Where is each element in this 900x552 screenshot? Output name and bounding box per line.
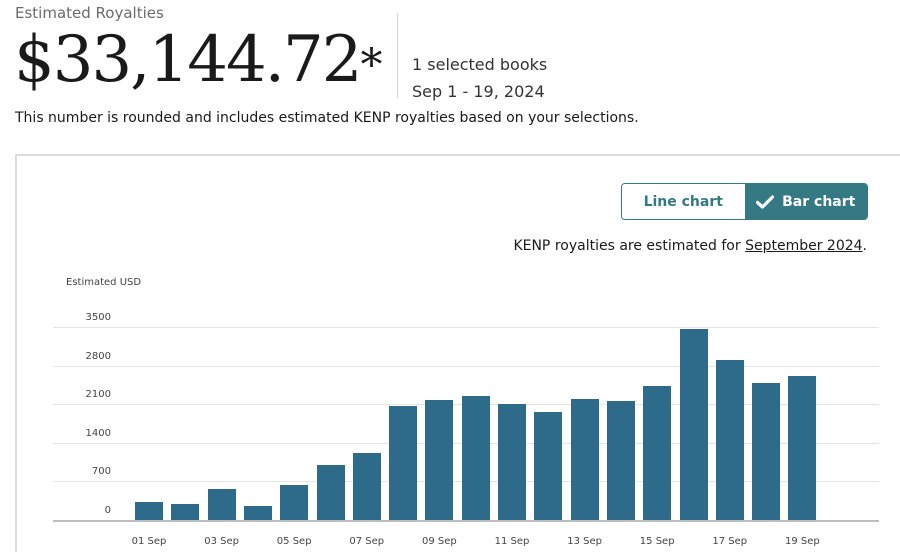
kenp-note-period: .	[862, 238, 867, 254]
bar-18-sep[interactable]	[752, 382, 781, 520]
amount-asterisk: *	[360, 40, 382, 91]
x-tick-label: 05 Sep	[276, 536, 312, 547]
x-tick-label: 17 Sep	[712, 536, 748, 547]
chart-type-toggle: Line chart Bar chart	[621, 183, 868, 220]
x-tick-label: 11 Sep	[494, 536, 530, 547]
x-tick-label: 19 Sep	[785, 536, 820, 547]
y-tick-label: 2100	[85, 389, 111, 401]
y-tick-label: 2800	[85, 350, 111, 362]
line-chart-button[interactable]: Line chart	[622, 184, 745, 219]
royalties-amount: $33,144.72*	[14, 20, 382, 100]
header-divider	[397, 13, 398, 98]
bar-19-sep[interactable]	[788, 376, 817, 520]
x-tick-label: 07 Sep	[349, 536, 385, 547]
checkmark-icon	[756, 194, 775, 209]
y-tick-label: 0	[104, 505, 111, 516]
gridline	[53, 365, 879, 367]
kenp-note-text: KENP royalties are estimated for	[513, 238, 746, 254]
bar-04-sep[interactable]	[243, 505, 272, 520]
bar-05-sep[interactable]	[280, 484, 309, 520]
kenp-note: KENP royalties are estimated for Septemb…	[513, 238, 867, 254]
rounding-note: This number is rounded and includes esti…	[15, 110, 639, 126]
bar-chart-label: Bar chart	[782, 193, 856, 210]
bar-16-sep[interactable]	[679, 328, 708, 520]
bar-02-sep[interactable]	[171, 504, 200, 520]
x-tick-label: 15 Sep	[639, 536, 675, 547]
bar-06-sep[interactable]	[316, 464, 345, 520]
bar-08-sep[interactable]	[389, 405, 418, 520]
bar-12-sep[interactable]	[534, 411, 563, 520]
selection-meta: 1 selected books Sep 1 - 19, 2024	[412, 51, 547, 105]
bar-17-sep[interactable]	[715, 360, 744, 520]
x-tick-label: 01 Sep	[131, 536, 167, 547]
line-chart-label: Line chart	[643, 193, 723, 210]
y-tick-label: 1400	[85, 427, 111, 439]
y-axis-label: Estimated USD	[66, 277, 142, 288]
bar-01-sep[interactable]	[135, 501, 163, 520]
bar-chart-button[interactable]: Bar chart	[744, 184, 867, 219]
bar-15-sep[interactable]	[643, 386, 672, 520]
bar-09-sep[interactable]	[425, 399, 454, 520]
amount-value: $33,144.72	[14, 23, 362, 97]
estimated-royalties-label: Estimated Royalties	[15, 4, 164, 22]
bar-03-sep[interactable]	[207, 489, 236, 520]
bar-chart-plot: 0 700 1400 2100 2800 3500 01 Sep 03 Sep 05 Sep 07…	[53, 310, 879, 550]
x-tick-label: 13 Sep	[567, 536, 602, 547]
x-tick-label: 09 Sep	[422, 536, 457, 547]
chart-panel	[15, 154, 900, 552]
kenp-month-link[interactable]: September 2024	[745, 238, 863, 254]
bar-14-sep[interactable]	[606, 400, 635, 520]
bar-10-sep[interactable]	[461, 395, 490, 520]
bar-07-sep[interactable]	[352, 453, 381, 520]
x-tick-label: 03 Sep	[204, 536, 239, 547]
y-tick-label: 3500	[85, 312, 111, 323]
bar-11-sep[interactable]	[498, 404, 526, 520]
y-tick-label: 700	[91, 466, 111, 478]
selected-books-count: 1 selected books	[412, 55, 548, 74]
gridline	[53, 520, 879, 522]
date-range: Sep 1 - 19, 2024	[412, 82, 545, 101]
bar-13-sep[interactable]	[570, 398, 599, 520]
gridline	[53, 327, 879, 328]
